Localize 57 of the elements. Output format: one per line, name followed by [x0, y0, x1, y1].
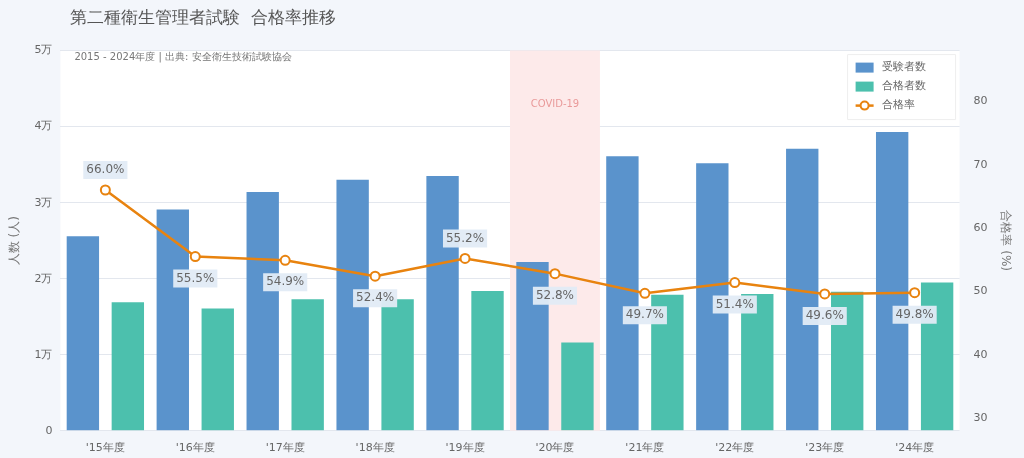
point	[909, 287, 921, 299]
legend-label: 合格者数	[881, 79, 926, 93]
y2-tick-label: 50	[973, 284, 988, 298]
bar	[66, 236, 100, 431]
chart-title: 第二種衛生管理者試験 合格率推移	[70, 6, 336, 29]
point	[189, 251, 201, 263]
y2-tick-label: 80	[973, 94, 988, 108]
legend-label: 合格率	[881, 98, 915, 112]
y-tick-label: 4万	[34, 119, 53, 133]
y-tick-label: 5万	[34, 43, 53, 57]
x-tick-label: '22年度	[715, 441, 755, 455]
point	[369, 270, 381, 282]
data-label: 49.8%	[895, 306, 934, 321]
y-tick-label: 3万	[34, 195, 53, 209]
y2-tick-label: 40	[973, 347, 988, 361]
x-tick-label: '19年度	[445, 441, 485, 455]
data-label: 49.6%	[805, 308, 844, 323]
y-tick-label: 0	[45, 423, 53, 437]
data-label: 52.4%	[356, 290, 395, 305]
y-axis-title: 人数 (人)	[7, 216, 22, 266]
y2-axis-title: 合格率 (%)	[998, 210, 1013, 271]
y-tick-label: 1万	[34, 347, 53, 361]
x-tick-label: '21年度	[625, 441, 665, 455]
bar	[561, 342, 594, 431]
x-tick-label: '16年度	[175, 441, 215, 455]
point	[549, 268, 561, 280]
data-label: 66.0%	[86, 162, 125, 177]
x-tick-label: '18年度	[355, 441, 395, 455]
bar	[201, 308, 234, 431]
x-tick-label: '23年度	[805, 441, 845, 455]
legend-label: 受験者数	[881, 60, 926, 74]
point	[279, 254, 291, 266]
y2-tick-label: 70	[973, 157, 988, 171]
data-label: 54.9%	[266, 274, 305, 289]
chart-subtitle: 2015 - 2024年度 | 出典: 安全衛生技術試験協会	[74, 51, 292, 64]
x-tick-label: '15年度	[85, 441, 125, 455]
y2-tick-label: 60	[973, 220, 988, 234]
point	[729, 277, 741, 289]
bar	[291, 299, 324, 431]
bar	[111, 302, 145, 431]
x-tick-label: '20年度	[535, 441, 575, 455]
point	[99, 184, 111, 196]
point	[819, 288, 831, 300]
x-tick-label: '24年度	[895, 441, 935, 455]
point	[639, 287, 651, 299]
x-tick-label: '17年度	[265, 441, 305, 455]
point	[459, 252, 471, 264]
y-tick-label: 2万	[34, 271, 53, 285]
bar	[471, 290, 504, 431]
data-label: 49.7%	[625, 307, 664, 322]
y2-tick-label: 30	[973, 410, 988, 424]
band-label: COVID-19	[530, 97, 580, 109]
bar	[381, 299, 414, 431]
data-label: 55.2%	[445, 230, 485, 245]
data-label: 51.4%	[715, 296, 754, 311]
data-label: 55.5%	[176, 270, 215, 285]
data-label: 52.8%	[535, 287, 575, 302]
